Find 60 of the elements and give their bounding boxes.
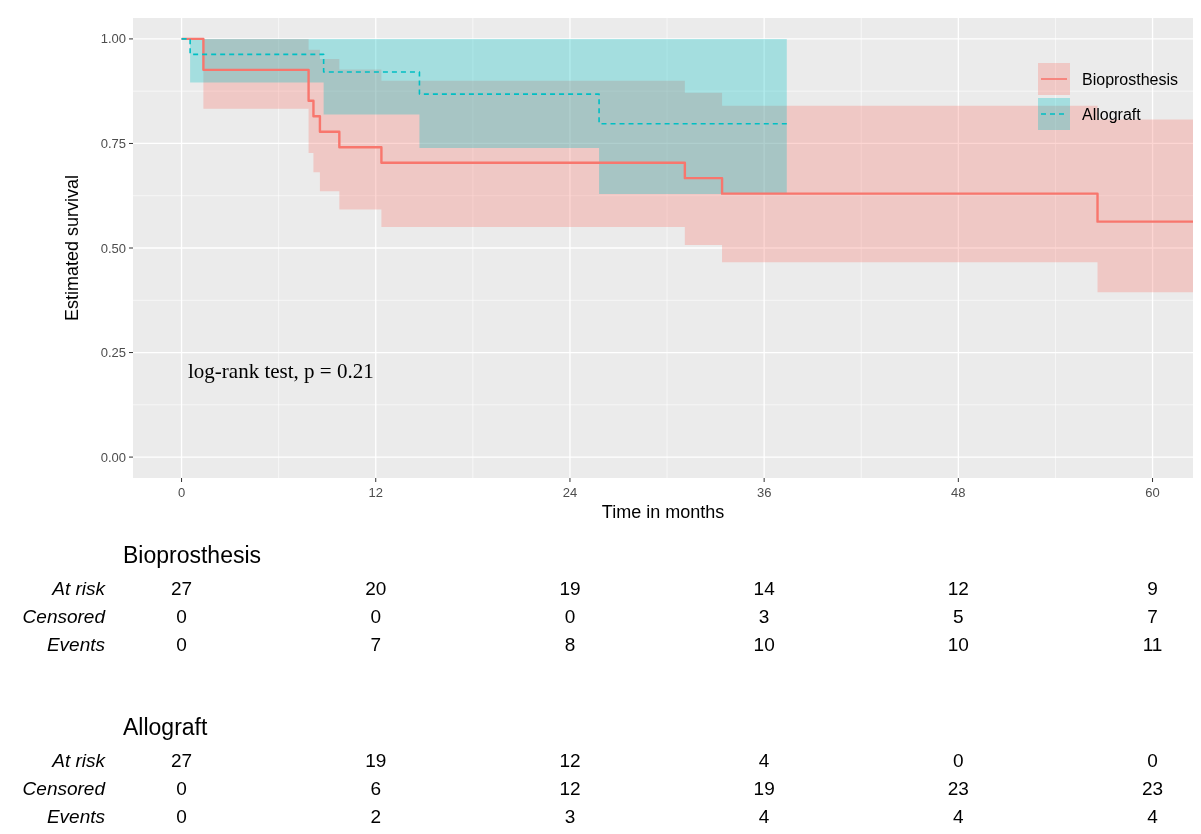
text: Bioprosthesis <box>123 542 262 568</box>
text: 19 <box>559 578 581 599</box>
text: 0 <box>953 750 964 771</box>
text: 4 <box>1147 806 1158 827</box>
text: 0 <box>176 634 187 655</box>
annotation: log-rank test, p = 0.21 <box>188 358 374 383</box>
y-tick-label: 0.50 <box>100 240 126 256</box>
text: 0 <box>176 606 187 627</box>
text: 5 <box>953 606 964 627</box>
text: 0 <box>370 606 382 627</box>
text: 7 <box>1147 606 1158 627</box>
text: 12 <box>559 778 581 799</box>
text: 23 <box>947 778 969 799</box>
text: 14 <box>753 578 775 599</box>
y-tick-label: 0.00 <box>100 449 126 465</box>
text: 12 <box>947 578 969 599</box>
text: 4 <box>953 806 964 827</box>
x-axis-title: Time in months <box>601 502 725 522</box>
category-label: Events <box>46 634 105 655</box>
text: Allograft <box>123 714 208 740</box>
x-tick-label: 0 <box>177 485 186 500</box>
x-tick-label: 24 <box>562 485 578 500</box>
legend-label: Allograft <box>1082 106 1142 123</box>
x-tick-label: 60 <box>1145 485 1160 500</box>
text: 20 <box>365 578 387 599</box>
y-tick-label: 0.25 <box>100 345 126 361</box>
text: 27 <box>170 578 193 599</box>
text: 0 <box>176 778 187 799</box>
y-tick-label: 0.75 <box>100 135 126 151</box>
text: 27 <box>170 750 193 771</box>
category-label: Censored <box>22 778 105 799</box>
text: 12 <box>559 750 581 771</box>
text: 6 <box>370 778 382 799</box>
y-axis-title: Estimated survival <box>62 174 82 322</box>
category-label: Events <box>46 806 105 827</box>
text: 0 <box>1147 750 1158 771</box>
text: 4 <box>758 750 770 771</box>
text: 9 <box>1147 578 1158 599</box>
category-label: Censored <box>22 606 105 627</box>
text: 23 <box>1141 778 1164 799</box>
x-tick-label: 48 <box>951 485 966 500</box>
text: 3 <box>758 606 770 627</box>
text: 7 <box>370 634 382 655</box>
category-label: At risk <box>52 750 105 771</box>
text: 19 <box>365 750 387 771</box>
y-tick-label: 1.00 <box>100 31 126 47</box>
text: 2 <box>370 806 382 827</box>
text: 11 <box>1142 634 1163 655</box>
text: 10 <box>753 634 775 655</box>
text: 0 <box>176 806 187 827</box>
text: 10 <box>947 634 969 655</box>
category-label: At risk <box>52 578 105 599</box>
x-tick-label: 12 <box>368 485 383 500</box>
text: 8 <box>564 634 576 655</box>
text: 19 <box>753 778 775 799</box>
text: 0 <box>564 606 576 627</box>
text: 3 <box>564 806 576 827</box>
text: 4 <box>758 806 770 827</box>
legend-label: Bioprosthesis <box>1082 71 1179 88</box>
x-tick-label: 36 <box>756 485 772 500</box>
